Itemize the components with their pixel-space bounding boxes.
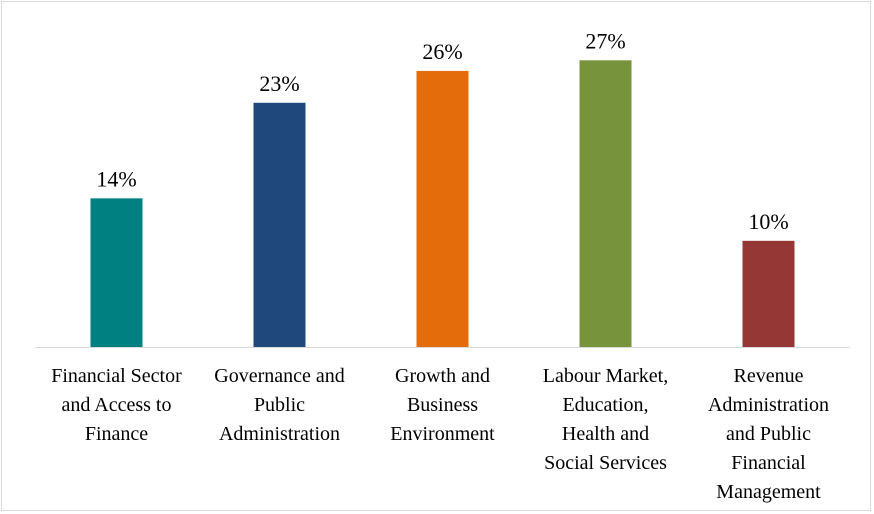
x-tick-label-line: Financial Sector — [51, 365, 182, 387]
x-tick-label-5: Revenue Administration and Public Financial… — [708, 365, 829, 503]
x-tick-label-line: Growth and — [395, 365, 490, 387]
x-tick-label-4: Labour Market, Education, Health and Social… — [543, 365, 669, 474]
x-tick-label-line: Environment — [390, 423, 495, 445]
data-label-1: 14% — [96, 166, 136, 191]
bar-5 — [742, 240, 795, 347]
x-tick-label-line: and Access to — [62, 394, 172, 416]
bar-2 — [253, 102, 306, 347]
bar-1 — [90, 198, 143, 347]
bar-3 — [416, 70, 469, 347]
x-tick-label-line: Education, — [562, 394, 648, 416]
x-tick-label-3: Growth and Business Environment — [390, 365, 495, 445]
x-tick-label-1: Financial Sector and Access to Finance — [51, 365, 182, 445]
x-tick-label-line: Social Services — [544, 452, 667, 474]
x-tick-label-line: Governance and — [214, 365, 345, 387]
bar-4 — [579, 60, 632, 348]
data-label-3: 26% — [422, 39, 462, 64]
x-tick-label-line: Administration — [219, 423, 340, 445]
x-tick-label-line: Administration — [708, 394, 829, 416]
x-tick-label-line: Labour Market, — [543, 365, 669, 387]
x-tick-label-line: Public — [254, 394, 305, 416]
data-label-2: 23% — [259, 71, 299, 96]
x-tick-label-line: Finance — [85, 423, 148, 445]
x-tick-label-line: Health and — [562, 423, 649, 445]
x-tick-label-line: Revenue — [734, 365, 804, 387]
data-label-4: 27% — [585, 28, 625, 53]
x-tick-label-line: and Public — [726, 423, 811, 445]
x-tick-label-line: Management — [716, 481, 821, 503]
data-label-5: 10% — [748, 209, 788, 234]
x-tick-label-2: Governance and Public Administration — [214, 365, 345, 445]
x-tick-label-line: Financial — [731, 452, 806, 474]
x-tick-label-line: Business — [407, 394, 478, 416]
